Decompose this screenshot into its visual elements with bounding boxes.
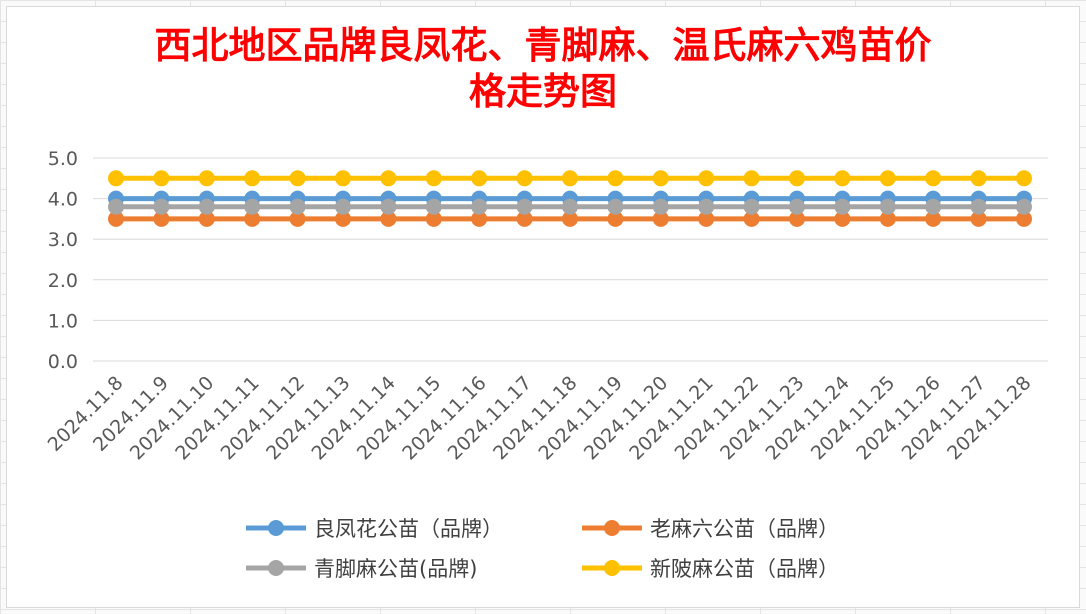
data-point xyxy=(471,210,488,227)
legend-swatch xyxy=(246,560,306,576)
legend-swatch xyxy=(582,560,642,576)
y-tick-label: 1.0 xyxy=(48,310,78,332)
data-point xyxy=(743,170,760,187)
data-point xyxy=(471,170,488,187)
data-point xyxy=(289,198,306,215)
data-point xyxy=(335,170,351,187)
y-tick-label: 2.0 xyxy=(48,270,78,292)
legend-row: 良凤花公苗（品牌） 老麻六公苗（品牌） xyxy=(244,513,839,543)
data-point xyxy=(425,198,442,215)
data-point xyxy=(108,198,124,215)
data-point xyxy=(1016,170,1032,187)
data-point xyxy=(698,210,715,227)
data-point xyxy=(562,210,578,227)
data-point xyxy=(153,170,170,187)
data-point xyxy=(289,170,306,187)
data-point xyxy=(698,198,715,215)
data-point xyxy=(607,210,624,227)
data-point xyxy=(380,198,397,215)
legend-entry: 青脚麻公苗(品牌) xyxy=(244,553,554,583)
y-tick-label: 3.0 xyxy=(48,229,78,251)
legend-label: 新陂麻公苗（品牌） xyxy=(650,557,839,581)
data-point xyxy=(244,210,261,227)
data-point xyxy=(198,210,215,227)
data-point xyxy=(516,170,533,187)
data-point xyxy=(244,170,261,187)
data-point xyxy=(289,210,306,227)
legend-swatch xyxy=(246,520,306,536)
chart-title-line-1: 西北地区品牌良凤花、青脚麻、温氏麻六鸡苗价 xyxy=(154,23,932,67)
data-point xyxy=(743,210,760,227)
data-point xyxy=(834,210,851,227)
legend-entry: 良凤花公苗（品牌） xyxy=(244,513,554,543)
legend-row: 青脚麻公苗(品牌) 新陂麻公苗（品牌） xyxy=(244,553,839,583)
data-point xyxy=(652,198,669,215)
data-point xyxy=(925,210,942,227)
y-tick-label: 0.0 xyxy=(48,351,78,373)
chart-title: 西北地区品牌良凤花、青脚麻、温氏麻六鸡苗价 格走势图 xyxy=(0,22,1086,114)
data-point xyxy=(607,198,624,215)
legend-label: 青脚麻公苗(品牌) xyxy=(314,557,478,581)
legend-swatch xyxy=(582,520,642,536)
data-point xyxy=(925,198,942,215)
data-point xyxy=(879,210,896,227)
data-point xyxy=(879,170,896,187)
data-point xyxy=(335,198,351,215)
chart-title-line-2: 格走势图 xyxy=(469,69,617,113)
data-point xyxy=(562,198,578,215)
data-point xyxy=(607,170,624,187)
data-point xyxy=(244,198,261,215)
data-point xyxy=(153,210,170,227)
y-tick-label: 4.0 xyxy=(48,189,78,211)
data-point xyxy=(743,198,760,215)
data-point xyxy=(380,210,397,227)
y-tick-label: 5.0 xyxy=(48,148,78,170)
data-point xyxy=(198,198,215,215)
data-point xyxy=(1016,210,1032,227)
data-point xyxy=(652,170,669,187)
data-point xyxy=(789,170,805,187)
data-point xyxy=(108,170,124,187)
data-point xyxy=(562,170,578,187)
legend-entry: 新陂麻公苗（品牌） xyxy=(580,553,839,583)
data-point xyxy=(834,170,851,187)
data-point xyxy=(970,198,987,215)
data-point xyxy=(789,210,805,227)
data-point xyxy=(380,170,397,187)
data-point xyxy=(1016,198,1032,215)
data-point xyxy=(198,170,215,187)
data-point xyxy=(153,198,170,215)
data-point xyxy=(516,210,533,227)
legend-label: 良凤花公苗（品牌） xyxy=(314,517,503,541)
chart-area[interactable] xyxy=(6,6,1080,608)
data-point xyxy=(652,210,669,227)
data-point xyxy=(879,198,896,215)
legend-entry: 老麻六公苗（品牌） xyxy=(580,513,839,543)
data-point xyxy=(108,210,124,227)
data-point xyxy=(335,210,351,227)
data-point xyxy=(698,170,715,187)
data-point xyxy=(970,210,987,227)
data-point xyxy=(789,198,805,215)
data-point xyxy=(516,198,533,215)
data-point xyxy=(425,210,442,227)
data-point xyxy=(925,170,942,187)
data-point xyxy=(471,198,488,215)
data-point xyxy=(425,170,442,187)
data-point xyxy=(970,170,987,187)
data-point xyxy=(834,198,851,215)
legend-label: 老麻六公苗（品牌） xyxy=(650,517,839,541)
